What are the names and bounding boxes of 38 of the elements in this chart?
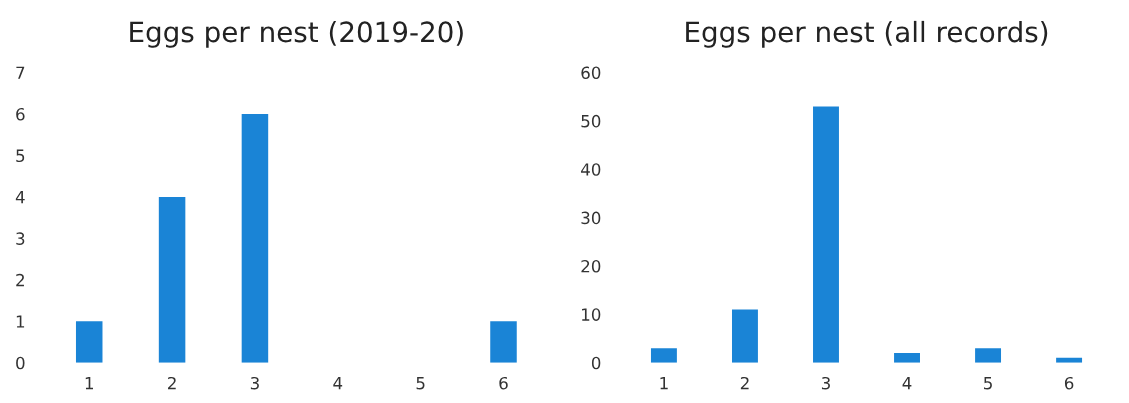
y-tick-label: 30 — [581, 211, 601, 225]
y-tick-label: 7 — [16, 66, 25, 79]
y-tick-label: 6 — [16, 107, 25, 121]
x-tick-label: 2 — [168, 376, 176, 390]
x-tick-label: 6 — [1064, 376, 1074, 390]
x-tick-label: 4 — [333, 377, 343, 390]
y-tick-label: 3 — [16, 232, 25, 245]
bar — [241, 113, 269, 363]
x-tick-label: 6 — [499, 376, 508, 390]
y-tick-label: 2 — [16, 273, 24, 287]
chart-title: Eggs per nest (all records) — [686, 20, 1048, 48]
bar — [650, 348, 677, 363]
bar — [813, 106, 839, 363]
x-tick-label: 4 — [902, 377, 912, 390]
bar — [731, 309, 758, 363]
y-tick-label: 0 — [591, 356, 601, 370]
x-tick-label: 3 — [250, 376, 259, 390]
y-tick-label: 50 — [581, 114, 601, 128]
x-tick-label: 5 — [416, 377, 425, 390]
y-tick-label: 40 — [581, 163, 601, 176]
y-tick-label: 20 — [581, 259, 601, 273]
y-tick-label: 4 — [15, 191, 25, 204]
y-tick-label: 10 — [582, 308, 601, 321]
bar — [158, 196, 186, 363]
x-tick-label: 1 — [660, 377, 668, 390]
y-tick-label: 60 — [581, 66, 601, 80]
x-tick-label: 2 — [740, 376, 749, 390]
bar — [894, 353, 920, 363]
x-tick-label: 3 — [821, 376, 830, 390]
x-tick-label: 1 — [85, 377, 93, 390]
bar — [75, 321, 103, 363]
y-tick-label: 5 — [16, 149, 25, 163]
bar — [975, 348, 1002, 363]
bar — [490, 321, 517, 363]
y-tick-label: 0 — [16, 356, 25, 370]
chart-title: Eggs per nest (2019-20) — [130, 20, 463, 48]
y-tick-label: 1 — [16, 315, 25, 328]
x-tick-label: 5 — [984, 377, 992, 390]
